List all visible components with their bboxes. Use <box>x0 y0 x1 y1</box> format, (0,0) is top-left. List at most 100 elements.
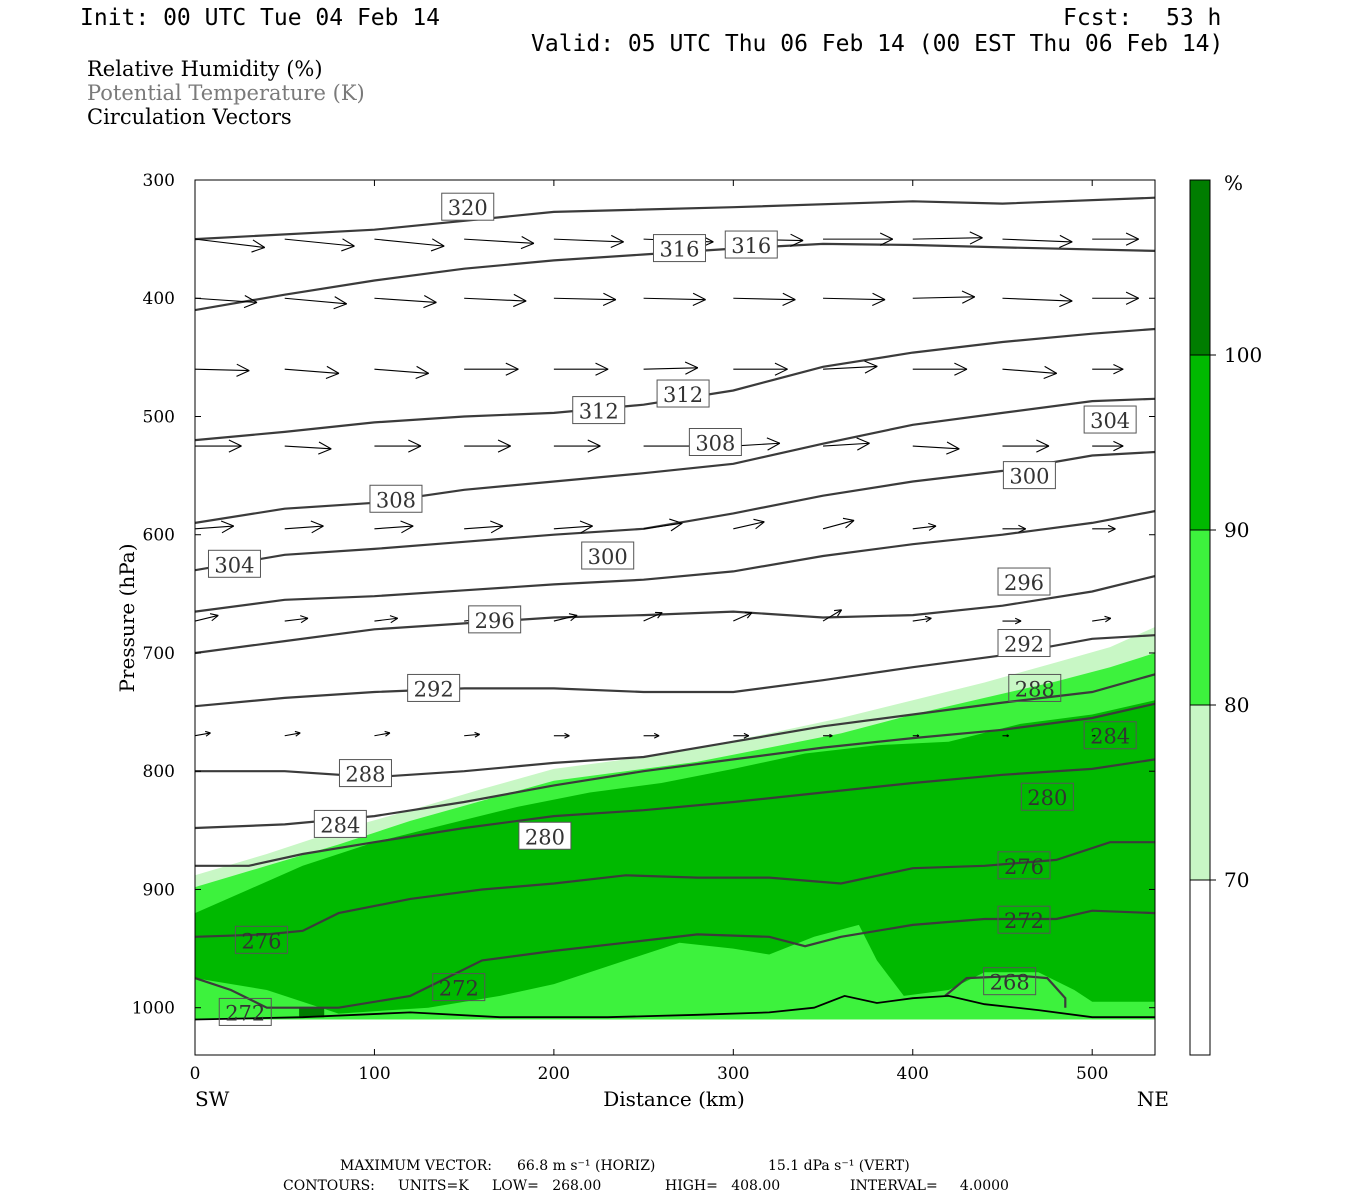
x-axis-label: Distance (km) <box>603 1087 745 1111</box>
contour-label-text: 320 <box>448 196 488 220</box>
circulation-vector <box>553 234 624 249</box>
circulation-vector <box>374 295 437 309</box>
footer-contours-low: LOW= 268.00 <box>492 1178 602 1194</box>
circulation-vector <box>823 232 894 246</box>
circulation-vector <box>1092 232 1139 246</box>
y-tick-label: 600 <box>143 526 175 546</box>
init-time: Init: 00 UTC Tue 04 Feb 14 <box>80 5 441 31</box>
colorbar-segment-4 <box>1190 880 1210 1055</box>
contour-label-280: 280 <box>1020 782 1074 811</box>
y-tick-label: 700 <box>143 644 175 664</box>
circulation-vector <box>464 362 519 376</box>
cross-section-chart: 320 316 316 312 312 308 308 304 304 300 300 296 296 2… <box>115 171 1262 1111</box>
contour-label-text: 304 <box>214 553 254 577</box>
theta-contour-320-0 <box>195 196 1155 241</box>
circulation-vector <box>912 522 937 531</box>
theta-contour-280-19 <box>195 758 1155 867</box>
x-axis-left-end-label: SW <box>195 1087 230 1111</box>
contour-label-268: 268 <box>983 967 1037 996</box>
colorbar-segment-2 <box>1190 530 1210 705</box>
circulation-vector <box>1002 617 1022 625</box>
contour-label-text: 272 <box>1004 909 1044 933</box>
footer-max-vector-horiz: 66.8 m s⁻¹ (HORIZ) <box>517 1158 656 1174</box>
circulation-vector <box>912 290 976 304</box>
contour-label-288: 288 <box>1008 673 1062 702</box>
contour-label-320: 320 <box>441 192 495 221</box>
colorbar-segment-0 <box>1190 180 1210 355</box>
colorbar: 100 90 80 70 <box>1189 179 1262 1056</box>
circulation-vector <box>284 296 348 310</box>
theta-contour-272-23 <box>195 909 1155 1009</box>
theta-contour-308-5 <box>195 397 1155 524</box>
valid-time: Valid: 05 UTC Thu 06 Feb 14 (00 EST Thu … <box>531 31 1224 57</box>
contour-label-272: 272 <box>997 905 1051 934</box>
contour-label-text: 272 <box>225 1001 265 1025</box>
x-tick-label: 500 <box>1076 1064 1108 1084</box>
circulation-vector <box>284 441 332 455</box>
theta-contour-268-26 <box>944 974 1067 1008</box>
y-tick-label: 1000 <box>132 999 175 1019</box>
circulation-vector <box>823 360 878 374</box>
circulation-vector <box>1092 524 1116 533</box>
circulation-vector <box>912 362 968 376</box>
circulation-vector <box>643 732 660 739</box>
circulation-vector <box>553 362 609 376</box>
contour-label-292: 292 <box>407 673 461 702</box>
forecast-hour: 53 h <box>1166 5 1222 31</box>
contour-label-text: 284 <box>320 813 360 837</box>
circulation-vector <box>912 615 932 623</box>
contour-label-text: 300 <box>588 545 628 569</box>
circulation-vector <box>374 615 398 624</box>
circulation-vector <box>1002 234 1073 249</box>
contour-label-316: 316 <box>652 234 706 263</box>
contour-label-288: 288 <box>338 759 392 788</box>
circulation-vector <box>1002 734 1009 738</box>
rh-fill-90-2 <box>195 700 1155 1014</box>
contour-label-text: 280 <box>525 825 565 849</box>
contour-label-text: 312 <box>579 400 619 424</box>
footer-max-vector-label: MAXIMUM VECTOR: <box>340 1158 492 1174</box>
footer-contours-label: CONTOURS: <box>283 1178 375 1194</box>
contour-label-312: 312 <box>572 396 626 425</box>
circulation-vector <box>284 238 355 252</box>
x-tick-label: 400 <box>897 1064 929 1084</box>
plot-frame <box>194 179 1156 1056</box>
circulation-vector <box>464 731 480 738</box>
circulation-vector <box>643 361 699 375</box>
x-tick-label: 200 <box>538 1064 570 1084</box>
circulation-vector <box>464 439 511 453</box>
legend-potential-temperature: Potential Temperature (K) <box>87 81 365 105</box>
circulation-vector <box>1092 615 1112 623</box>
circulation-vector <box>195 730 211 737</box>
circulation-vector <box>1002 524 1026 533</box>
theta-contour-276-21 <box>195 841 1155 938</box>
contour-label-296: 296 <box>468 605 522 634</box>
contour-label-text: 296 <box>1004 571 1044 595</box>
contour-label-text: 288 <box>1015 677 1055 701</box>
circulation-vector <box>1002 439 1050 453</box>
contour-label-300: 300 <box>1002 461 1056 490</box>
circulation-vector <box>823 733 833 738</box>
circulation-vector <box>1002 365 1058 379</box>
contour-label-304: 304 <box>1083 405 1137 434</box>
contour-label-304: 304 <box>207 549 261 578</box>
circulation-vector <box>374 520 414 534</box>
contour-label-284: 284 <box>313 809 367 838</box>
contour-label-292: 292 <box>997 629 1051 658</box>
colorbar-label: 80 <box>1224 693 1249 717</box>
footer-contours-units: UNITS=K <box>398 1178 469 1194</box>
contour-label-text: 276 <box>1004 855 1044 879</box>
circulation-vector <box>912 441 960 455</box>
circulation-vector <box>1092 291 1139 305</box>
circulation-vector <box>284 520 324 534</box>
y-tick-label: 300 <box>143 171 175 191</box>
circulation-vector <box>1092 734 1096 737</box>
circulation-vector <box>823 292 886 306</box>
circulation-vector <box>733 292 796 306</box>
circulation-vector <box>553 732 570 739</box>
circulation-vector <box>823 437 870 451</box>
contour-label-text: 308 <box>695 432 735 456</box>
circulation-vector <box>1092 440 1124 452</box>
circulation-vector <box>822 609 843 622</box>
colorbar-label: 90 <box>1224 518 1249 542</box>
